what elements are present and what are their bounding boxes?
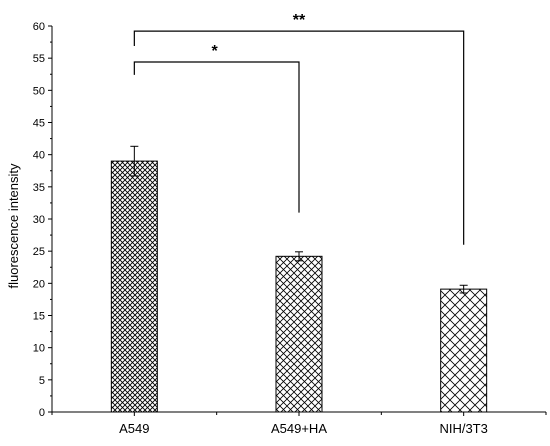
x-tick-label: NIH/3T3 <box>439 421 487 436</box>
bar <box>110 160 158 413</box>
y-tick-label: 5 <box>39 375 45 387</box>
significance-bracket <box>133 61 300 213</box>
y-tick-label: 55 <box>33 53 45 65</box>
significance-label: ** <box>293 12 306 29</box>
significance-label: * <box>212 43 219 60</box>
plot-area: 0 5 10 15 20 25 30 35 40 45 50 55 60 A549 A549+HA NIH/3… <box>33 12 547 436</box>
y-tick-label: 10 <box>33 343 45 355</box>
y-tick-label: 30 <box>33 214 45 226</box>
y-tick-label: 25 <box>33 246 45 258</box>
x-tick-label: A549+HA <box>271 421 327 436</box>
y-tick-label: 0 <box>39 407 45 419</box>
x-tick-label: A549 <box>119 421 149 436</box>
significance-bracket <box>133 30 465 245</box>
bar <box>440 288 488 413</box>
y-tick-label: 20 <box>33 278 45 290</box>
y-tick-label: 60 <box>33 21 45 33</box>
y-tick-label: 45 <box>33 118 45 130</box>
y-tick-label: 40 <box>33 150 45 162</box>
y-axis-title: fluorescence intensity <box>6 163 21 289</box>
y-tick-label: 15 <box>33 311 45 323</box>
y-tick-label: 50 <box>33 85 45 97</box>
y-tick-label: 35 <box>33 182 45 194</box>
bar <box>275 255 323 413</box>
